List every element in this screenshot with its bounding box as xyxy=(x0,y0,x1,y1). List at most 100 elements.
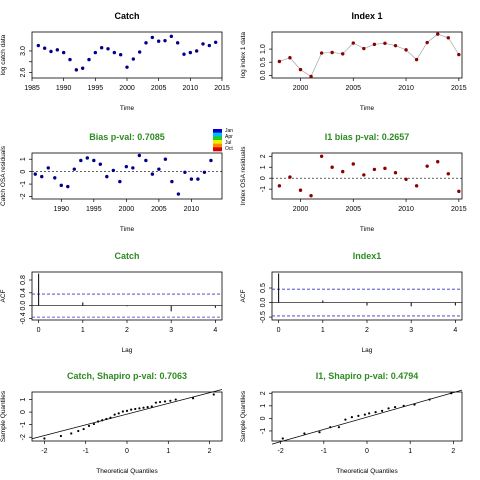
data-point xyxy=(298,188,303,192)
data-point xyxy=(36,43,41,48)
data-point xyxy=(404,48,408,52)
data-point xyxy=(372,42,377,47)
data-point xyxy=(175,41,180,45)
y-tick-label: 2 xyxy=(260,391,267,395)
y-tick-label: 1 xyxy=(20,397,27,401)
data-point xyxy=(163,157,168,161)
x-tick-label: 2 xyxy=(365,327,369,334)
data-point xyxy=(79,158,83,163)
data-point xyxy=(43,437,46,440)
data-point xyxy=(163,400,167,403)
data-point xyxy=(194,49,199,53)
y-tick-label: 0 xyxy=(20,170,27,174)
data-point xyxy=(59,183,63,188)
data-point xyxy=(138,407,141,410)
data-point xyxy=(372,167,377,172)
data-point xyxy=(436,32,440,36)
x-tick-label: 1 xyxy=(408,448,412,455)
y-tick-label: -0.4 xyxy=(20,312,27,324)
qq-reference-line xyxy=(271,389,463,445)
data-point xyxy=(174,398,177,401)
data-point xyxy=(157,167,161,171)
data-point xyxy=(450,392,453,395)
data-point xyxy=(109,416,112,419)
data-point xyxy=(357,414,360,417)
data-point xyxy=(80,66,85,70)
x-axis-label: Time xyxy=(360,226,375,233)
data-point xyxy=(191,397,195,400)
x-tick-label: 2015 xyxy=(214,85,230,92)
data-point xyxy=(329,426,332,429)
legend-color-swatch xyxy=(213,132,222,137)
plot-frame xyxy=(31,152,223,200)
x-tick-label: 3 xyxy=(409,327,413,334)
chart-title: Catch xyxy=(114,251,139,261)
chart-title: I1, Shapiro p-val: 0.4794 xyxy=(316,371,419,381)
data-point xyxy=(309,74,313,79)
x-tick-label: 2015 xyxy=(451,85,467,92)
chart-title: Catch xyxy=(114,11,139,21)
x-tick-label: 0 xyxy=(37,327,41,334)
data-point xyxy=(383,166,387,171)
data-point xyxy=(169,399,172,402)
legend-label: Jul xyxy=(225,140,231,146)
data-point xyxy=(40,174,44,179)
x-tick-label: 1995 xyxy=(86,206,102,213)
data-point xyxy=(154,401,158,404)
data-point xyxy=(387,407,390,410)
y-tick-label: -0.5 xyxy=(260,311,267,323)
chart-title: I1 bias p-val: 0.2657 xyxy=(325,132,410,142)
y-axis-label: Sample Quantiles xyxy=(0,390,7,442)
data-point xyxy=(163,38,167,43)
data-point xyxy=(121,410,124,413)
x-tick-label: -2 xyxy=(278,448,284,455)
data-point xyxy=(118,179,122,184)
x-tick-label: 0 xyxy=(277,327,281,334)
data-point xyxy=(33,172,37,176)
y-axis-label: ACF xyxy=(0,289,7,302)
data-point xyxy=(131,57,136,61)
x-tick-label: 2015 xyxy=(451,206,467,213)
data-point xyxy=(61,50,66,55)
data-point xyxy=(106,47,110,51)
catch-resid-panel: Bias p-val: 0.7085 Time Catch OSA residual… xyxy=(0,132,223,233)
data-point xyxy=(158,400,162,404)
y-axis-label: ACF xyxy=(240,289,247,302)
x-tick-label: 2 xyxy=(208,448,212,455)
data-point xyxy=(144,158,148,163)
legend-color-swatch xyxy=(213,129,222,133)
x-tick-label: 1 xyxy=(166,448,170,455)
series-line xyxy=(279,33,460,77)
data-point xyxy=(169,34,174,39)
data-point xyxy=(96,420,100,423)
data-point xyxy=(201,42,205,46)
data-point xyxy=(87,57,91,62)
x-tick-label: 2010 xyxy=(184,206,200,213)
y-tick-label: 0.0 xyxy=(260,70,267,80)
x-tick-label: -1 xyxy=(321,448,327,455)
y-tick-label: 2.6 xyxy=(20,68,27,78)
chart-title: Index1 xyxy=(353,251,382,261)
x-tick-label: 2005 xyxy=(345,206,361,213)
y-tick-label: -2 xyxy=(20,434,27,440)
x-tick-label: 2000 xyxy=(293,206,309,213)
x-tick-label: 2000 xyxy=(119,206,135,213)
x-tick-label: 3 xyxy=(169,327,173,334)
data-point xyxy=(105,417,108,421)
y-tick-label: 0.5 xyxy=(260,283,267,293)
data-point xyxy=(213,40,218,44)
y-tick-label: 0.0 xyxy=(20,301,27,311)
data-point xyxy=(137,50,142,54)
data-point xyxy=(303,432,306,435)
data-point xyxy=(125,409,129,412)
plot-frame xyxy=(271,391,463,442)
data-point xyxy=(134,407,137,411)
data-point xyxy=(351,162,355,166)
x-axis-label: Theoretical Quantiles xyxy=(336,468,398,475)
x-axis-label: Time xyxy=(360,105,375,112)
catch-ts-panel: Catch Time log catch data 1985 1990 1995 2000 2… xyxy=(0,11,230,112)
data-point xyxy=(428,398,431,401)
y-axis-label: Index OSA residuals xyxy=(240,146,247,206)
x-tick-label: 2005 xyxy=(345,85,361,92)
